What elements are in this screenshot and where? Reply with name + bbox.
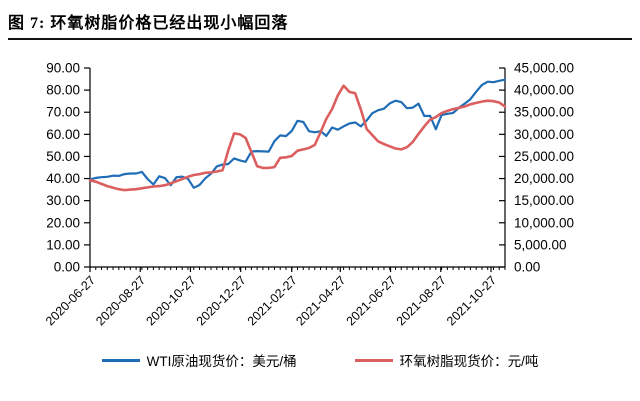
legend-item-wti: WTI原油现货价：美元/桶 [101, 350, 297, 370]
x-axis-tick: 2021-02-27 [245, 273, 300, 328]
right-axis-tick: 5,000.00 [514, 237, 567, 252]
legend-label-epoxy: 环氧树脂现货价：元/吨 [399, 354, 539, 369]
right-axis-tick: 15,000.00 [514, 193, 574, 208]
right-axis-tick: 25,000.00 [514, 149, 574, 164]
right-axis-tick: 10,000.00 [514, 215, 574, 230]
left-axis-tick: 10.00 [46, 237, 80, 252]
right-axis-tick: 45,000.00 [514, 61, 574, 76]
x-axis-tick: 2021-10-27 [444, 273, 499, 328]
x-axis-tick: 2020-06-27 [43, 273, 98, 328]
x-axis-tick: 2021-04-27 [293, 273, 348, 328]
left-axis-tick: 60.00 [46, 127, 80, 142]
chart-legend: WTI原油现货价：美元/桶 环氧树脂现货价：元/吨 [0, 350, 640, 370]
left-axis-tick: 70.00 [46, 105, 80, 120]
x-axis-tick: 2020-10-27 [143, 273, 198, 328]
right-axis-tick: 0.00 [514, 260, 540, 275]
series-line [88, 78, 507, 189]
left-axis-tick: 20.00 [46, 215, 80, 230]
legend-label-wti: WTI原油现货价：美元/桶 [146, 354, 297, 369]
left-axis-tick: 40.00 [46, 171, 80, 186]
left-axis-tick: 80.00 [46, 83, 80, 98]
left-axis-tick: 90.00 [46, 61, 80, 76]
epoxy-line-swatch-icon [354, 358, 393, 362]
title-underline [8, 38, 632, 40]
left-axis-tick: 0.00 [54, 260, 80, 275]
right-axis-tick: 35,000.00 [514, 105, 574, 120]
x-axis-tick: 2021-06-27 [344, 273, 399, 328]
left-axis-tick: 50.00 [46, 149, 80, 164]
wti-line-swatch-icon [101, 358, 140, 362]
right-axis-tick: 20,000.00 [514, 171, 574, 186]
left-axis-tick: 30.00 [46, 193, 80, 208]
x-axis-tick: 2020-08-27 [93, 273, 148, 328]
right-axis-tick: 40,000.00 [514, 83, 574, 98]
x-axis-tick: 2020-12-27 [194, 273, 249, 328]
legend-item-epoxy: 环氧树脂现货价：元/吨 [354, 350, 539, 370]
chart-svg: 0.00 10.00 20.00 30.00 40.00 50.00 60.00 70.00 8… [43, 61, 574, 329]
x-axis-tick: 2021-08-27 [394, 273, 449, 328]
right-axis-tick: 30,000.00 [514, 127, 574, 142]
figure-title: 图 7: 环氧树脂价格已经出现小幅回落 [8, 15, 289, 32]
series-line [88, 84, 507, 192]
